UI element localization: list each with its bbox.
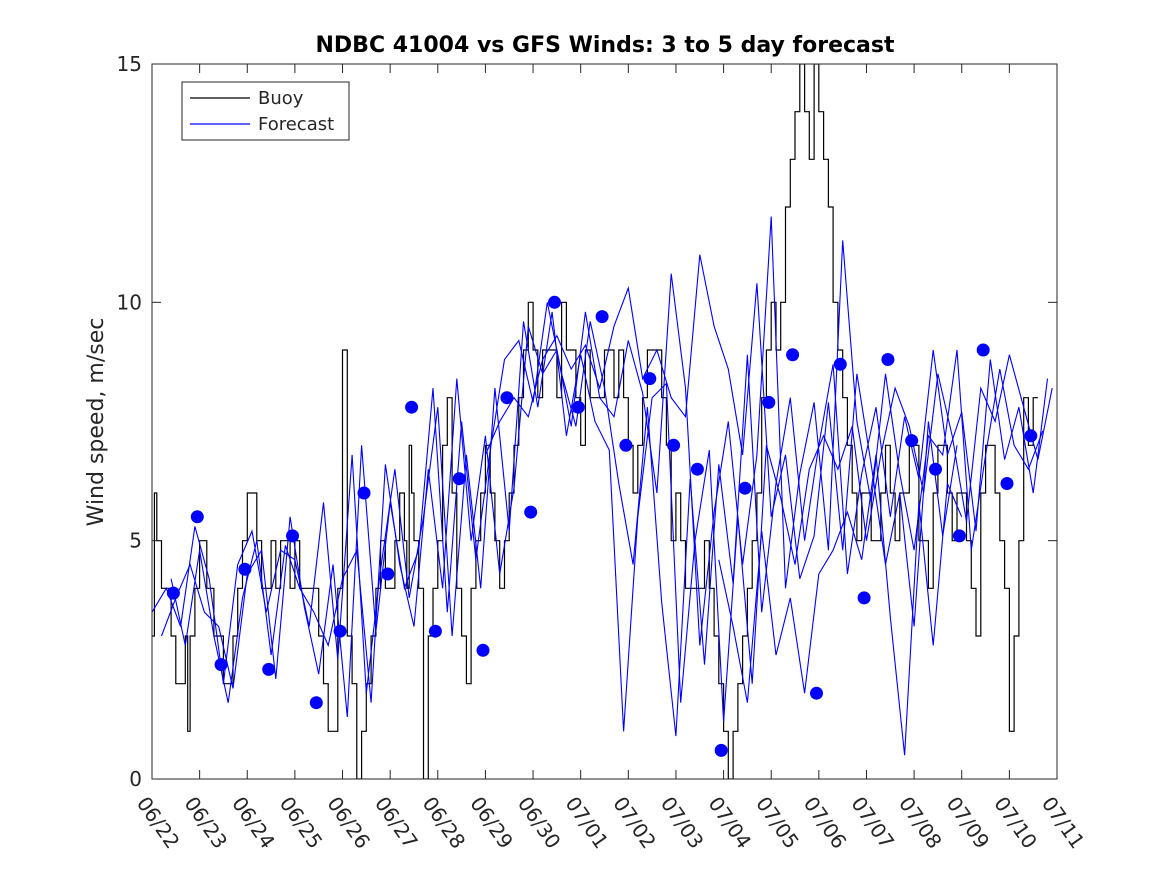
forecast-marker-point: [357, 486, 371, 500]
forecast-marker-point: [286, 529, 299, 543]
forecast-marker-point: [1024, 429, 1038, 443]
forecast-marker-point: [786, 348, 800, 362]
forecast-marker-point: [405, 400, 419, 414]
forecast-marker-point: [548, 295, 561, 309]
forecast-marker-point: [571, 400, 585, 414]
forecast-marker-point: [976, 343, 990, 357]
forecast-series-line-2: [160, 302, 1049, 737]
forecast-marker-point: [309, 696, 323, 710]
y-tick-label: 10: [117, 290, 142, 314]
y-tick-label: 0: [129, 767, 142, 791]
forecast-marker-point: [381, 567, 395, 581]
legend-label-buoy: Buoy: [258, 88, 304, 109]
forecast-marker-point: [500, 391, 514, 405]
forecast-marker-point: [810, 686, 823, 700]
forecast-marker-point: [881, 353, 895, 366]
legend-label-forecast: Forecast: [258, 114, 334, 135]
plot-frame: [151, 63, 1058, 780]
forecast-marker-point: [762, 395, 776, 409]
y-axis-label: Wind speed, m/sec: [84, 318, 109, 527]
forecast-marker-point: [238, 562, 252, 576]
forecast-marker-point: [262, 662, 276, 676]
forecast-marker-point: [690, 462, 704, 476]
forecast-marker-point: [595, 310, 609, 324]
forecast-marker-point: [333, 624, 347, 638]
forecast-marker-point: [929, 462, 942, 476]
forecast-marker-point: [667, 438, 681, 452]
forecast-marker-point: [1000, 477, 1014, 490]
buoy-series-line: [152, 64, 1038, 779]
forecast-marker-point: [524, 505, 538, 519]
legend: Buoy Forecast: [181, 81, 350, 141]
forecast-marker-point: [619, 438, 633, 452]
forecast-marker-point: [905, 434, 919, 448]
plot-area: [152, 64, 1057, 779]
forecast-marker-point: [166, 586, 180, 600]
forecast-marker-point: [452, 472, 466, 486]
forecast-marker-point: [714, 743, 728, 757]
clipped-series-group: [152, 64, 1053, 779]
forecast-marker-point: [833, 357, 847, 371]
y-tick-label: 15: [117, 52, 142, 76]
chart-title: NDBC 41004 vs GFS Winds: 3 to 5 day fore…: [316, 33, 895, 58]
forecast-marker-point: [476, 643, 490, 657]
forecast-series-line-4: [484, 254, 958, 627]
forecast-marker-point: [190, 510, 204, 524]
forecast-marker-point: [952, 529, 966, 543]
forecast-marker-point: [643, 372, 657, 386]
forecast-marker-point: [738, 481, 752, 495]
forecast-series-line-5: [718, 454, 963, 756]
legend-box: [181, 81, 350, 141]
forecast-series-line-3: [170, 216, 1044, 703]
forecast-marker-point: [214, 658, 228, 672]
y-tick-label: 5: [129, 529, 142, 553]
forecast-marker-point: [857, 591, 871, 605]
forecast-marker-point: [428, 624, 442, 638]
